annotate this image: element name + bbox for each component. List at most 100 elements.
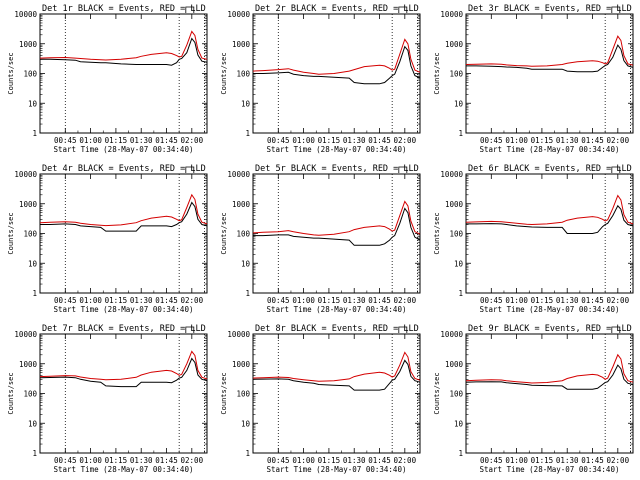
x-tick-label: 01:45 — [581, 136, 604, 145]
x-tick-label: 01:30 — [556, 456, 579, 465]
plot-frame — [39, 173, 208, 294]
y-tick-label: 10000 — [14, 10, 37, 19]
lld-series-line — [465, 35, 634, 67]
x-tick-label: 01:45 — [581, 296, 604, 305]
y-tick-label: 100 — [449, 390, 463, 399]
x-tick-label: 00:45 — [480, 296, 503, 305]
x-tick-label: 01:00 — [79, 456, 102, 465]
events-series-line — [465, 364, 634, 390]
x-tick-label: 01:00 — [79, 136, 102, 145]
y-tick-label: 100 — [449, 70, 463, 79]
x-tick-label: 01:45 — [581, 456, 604, 465]
y-tick-label: 1000 — [19, 360, 38, 369]
x-tick-label: 01:45 — [155, 136, 178, 145]
y-tick-label: 100 — [236, 70, 250, 79]
y-tick-label: 10000 — [440, 330, 463, 339]
chart-panel: Det 7r BLACK = Events, RED = LLD 1 10 100 10… — [7, 324, 208, 474]
x-tick-label: 01:15 — [318, 456, 341, 465]
x-tick-label: 01:30 — [556, 296, 579, 305]
y-tick-label: 1000 — [232, 40, 251, 49]
y-axis-label: Counts/sec — [220, 52, 228, 94]
x-tick-label: 00:45 — [267, 136, 290, 145]
chart-title: Det 1r BLACK = Events, RED = LLD — [42, 4, 206, 14]
lld-series-line — [39, 193, 208, 227]
chart-title: Det 2r BLACK = Events, RED = LLD — [255, 4, 419, 14]
plot-frame — [465, 13, 634, 134]
x-tick-label: 01:30 — [130, 136, 153, 145]
lld-series-line — [39, 350, 208, 381]
x-axis-label: Start Time (28-May-07 00:34:40) — [267, 145, 407, 154]
y-tick-label: 100 — [236, 390, 250, 399]
x-tick-label: 01:00 — [292, 136, 315, 145]
plot-frame — [39, 13, 208, 134]
x-tick-label: 02:00 — [394, 456, 417, 465]
x-axis-label: Start Time (28-May-07 00:34:40) — [54, 465, 194, 474]
x-tick-label: 01:00 — [505, 136, 528, 145]
chart-title: Det 8r BLACK = Events, RED = LLD — [255, 324, 419, 334]
y-tick-label: 10 — [454, 259, 464, 268]
x-tick-label: 02:00 — [607, 456, 630, 465]
chart-title: Det 4r BLACK = Events, RED = LLD — [42, 164, 206, 174]
x-tick-label: 01:30 — [130, 296, 153, 305]
y-tick-label: 1 — [245, 129, 250, 138]
lld-series-line — [252, 38, 421, 75]
marker-bracket — [398, 166, 408, 173]
y-tick-label: 10 — [454, 99, 464, 108]
y-tick-label: 1 — [458, 129, 463, 138]
x-tick-label: 01:15 — [531, 136, 554, 145]
x-tick-label: 02:00 — [607, 136, 630, 145]
chart-title: Det 6r BLACK = Events, RED = LLD — [468, 164, 632, 174]
x-tick-label: 01:00 — [292, 456, 315, 465]
y-tick-label: 10000 — [14, 170, 37, 179]
marker-bracket — [398, 326, 408, 333]
plot-frame — [465, 333, 634, 454]
y-tick-label: 1000 — [445, 40, 464, 49]
x-tick-label: 00:45 — [480, 456, 503, 465]
marker-bracket — [611, 326, 621, 333]
y-tick-label: 100 — [23, 390, 37, 399]
y-tick-label: 10000 — [14, 330, 37, 339]
y-tick-label: 10 — [241, 419, 251, 428]
x-tick-label: 00:45 — [54, 136, 77, 145]
x-tick-label: 01:30 — [343, 136, 366, 145]
chart-panel: Det 4r BLACK = Events, RED = LLD 1 10 100 10… — [7, 164, 208, 314]
marker-bracket — [611, 166, 621, 173]
x-axis-label: Start Time (28-May-07 00:34:40) — [480, 465, 620, 474]
plot-frame — [465, 173, 634, 294]
lld-series-line — [252, 351, 421, 382]
events-series-line — [40, 201, 208, 232]
y-tick-label: 1 — [245, 449, 250, 458]
x-tick-label: 01:30 — [343, 296, 366, 305]
y-tick-label: 10000 — [440, 170, 463, 179]
y-tick-label: 10 — [28, 99, 38, 108]
chart-title: Det 5r BLACK = Events, RED = LLD — [255, 164, 419, 174]
x-tick-label: 01:45 — [155, 296, 178, 305]
x-tick-label: 01:45 — [368, 136, 391, 145]
y-tick-label: 100 — [236, 230, 250, 239]
y-tick-label: 10 — [241, 99, 251, 108]
x-axis-label: Start Time (28-May-07 00:34:40) — [267, 465, 407, 474]
y-tick-label: 10000 — [227, 10, 250, 19]
y-axis-label: Counts/sec — [7, 52, 15, 94]
x-tick-label: 02:00 — [181, 136, 204, 145]
x-tick-label: 01:15 — [318, 296, 341, 305]
events-series-line — [253, 45, 421, 85]
events-series-line — [252, 359, 421, 391]
x-tick-label: 01:15 — [531, 456, 554, 465]
y-tick-label: 10 — [28, 259, 38, 268]
chart-panel: Det 8r BLACK = Events, RED = LLD 1 10 100 10… — [220, 324, 421, 474]
marker-bracket — [185, 166, 195, 173]
chart-panel: Det 9r BLACK = Events, RED = LLD 1 10 100 10… — [433, 324, 634, 474]
x-tick-label: 01:45 — [368, 296, 391, 305]
events-series-line — [39, 357, 208, 388]
x-tick-label: 01:30 — [556, 136, 579, 145]
x-tick-label: 02:00 — [607, 296, 630, 305]
y-tick-label: 1 — [32, 129, 37, 138]
x-tick-label: 02:00 — [394, 296, 417, 305]
y-tick-label: 10 — [241, 259, 251, 268]
y-tick-label: 1000 — [232, 360, 251, 369]
y-axis-label: Counts/sec — [220, 372, 228, 414]
x-axis-label: Start Time (28-May-07 00:34:40) — [480, 145, 620, 154]
chart-panel: Det 1r BLACK = Events, RED = LLD 1 10 100 10… — [7, 4, 208, 154]
